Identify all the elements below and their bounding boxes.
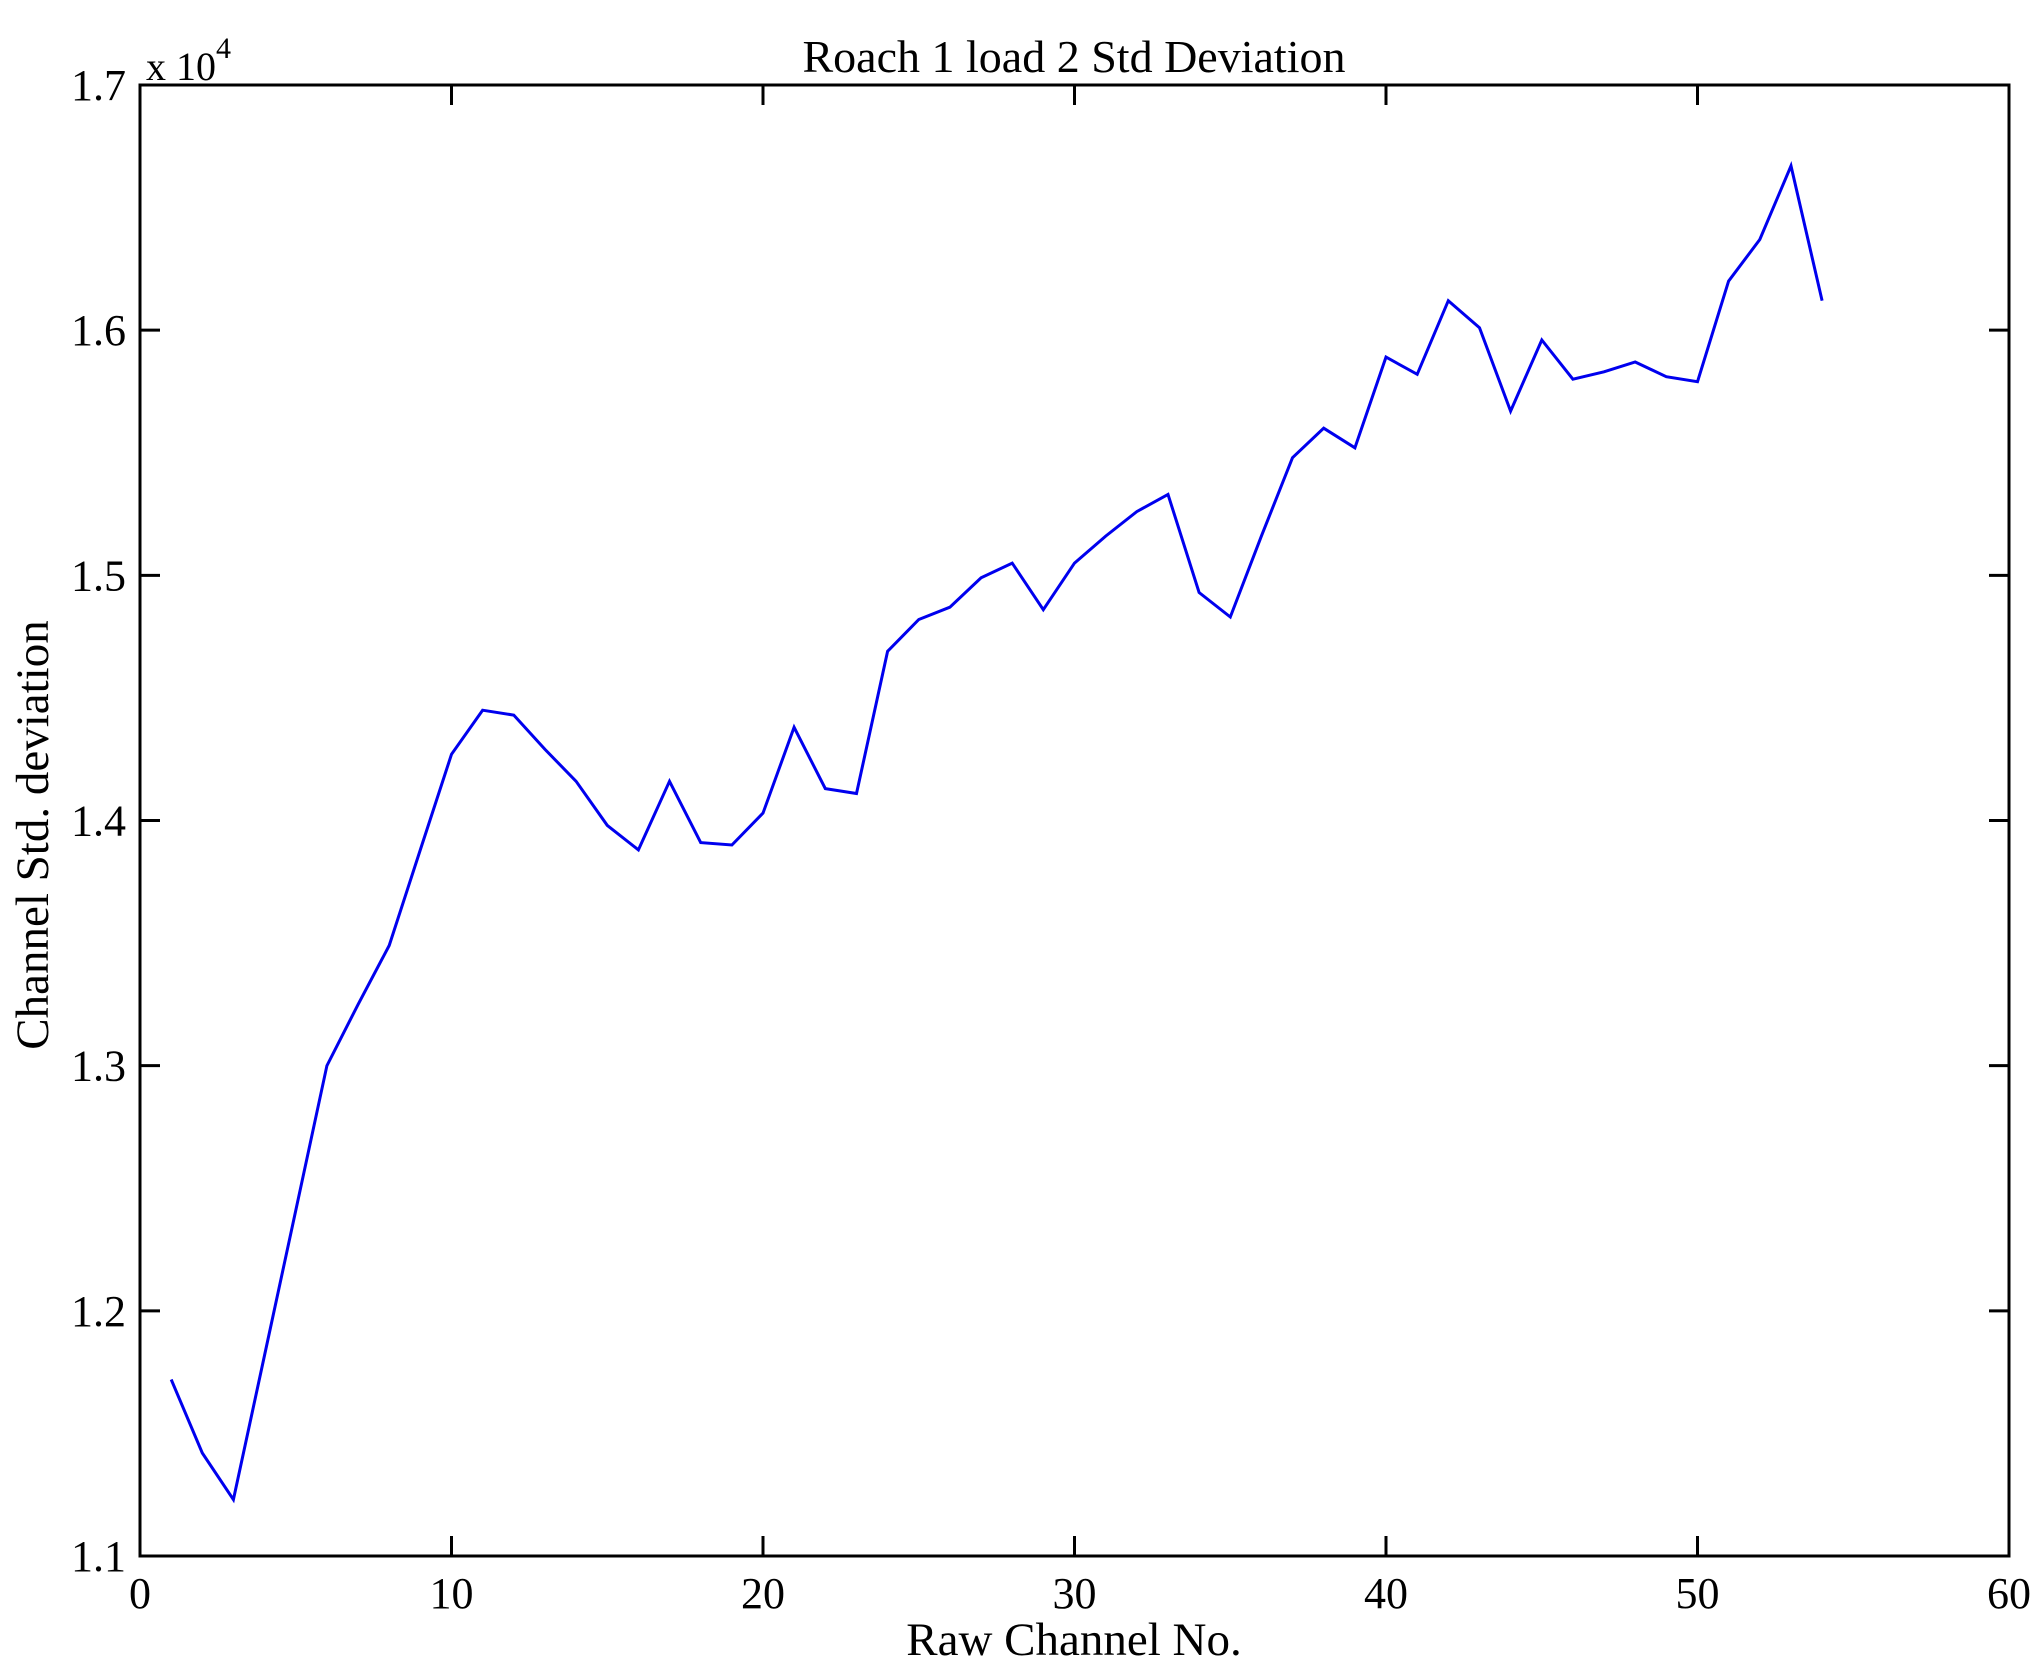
y-tick-label: 1.5 bbox=[71, 551, 126, 600]
y-tick-label: 1.3 bbox=[71, 1042, 126, 1091]
x-tick-label: 50 bbox=[1676, 1569, 1720, 1618]
y-tick-label: 1.2 bbox=[71, 1287, 126, 1336]
y-tick-label: 1.1 bbox=[71, 1532, 126, 1581]
chart-title: Roach 1 load 2 Std Deviation bbox=[803, 31, 1346, 82]
data-series-line bbox=[169, 161, 1824, 1504]
y-tick-label: 1.4 bbox=[71, 797, 126, 846]
y-axis-offset-base: x 10 bbox=[146, 44, 216, 89]
x-tick-label: 60 bbox=[1987, 1569, 2031, 1618]
x-tick-label: 10 bbox=[430, 1569, 474, 1618]
x-tick-label: 30 bbox=[1053, 1569, 1097, 1618]
y-axis-label: Channel Std. deviation bbox=[7, 620, 59, 1049]
x-axis-label: Raw Channel No. bbox=[906, 1614, 1241, 1666]
y-axis-offset-exponent: 4 bbox=[216, 32, 231, 65]
y-tick-label: 1.6 bbox=[71, 306, 126, 355]
axes-box bbox=[138, 83, 2011, 1558]
y-tick-label: 1.7 bbox=[71, 61, 126, 110]
y-axis-offset-label: x 104 bbox=[146, 32, 231, 89]
x-tick-label: 20 bbox=[741, 1569, 785, 1618]
x-tick-label: 0 bbox=[129, 1569, 151, 1618]
x-tick-label: 40 bbox=[1364, 1569, 1408, 1618]
plot-area: 0 10 20 30 40 50 60 1.1 1.2 1.3 1.4 1.5 1.6 1.7 bbox=[71, 61, 2031, 1618]
